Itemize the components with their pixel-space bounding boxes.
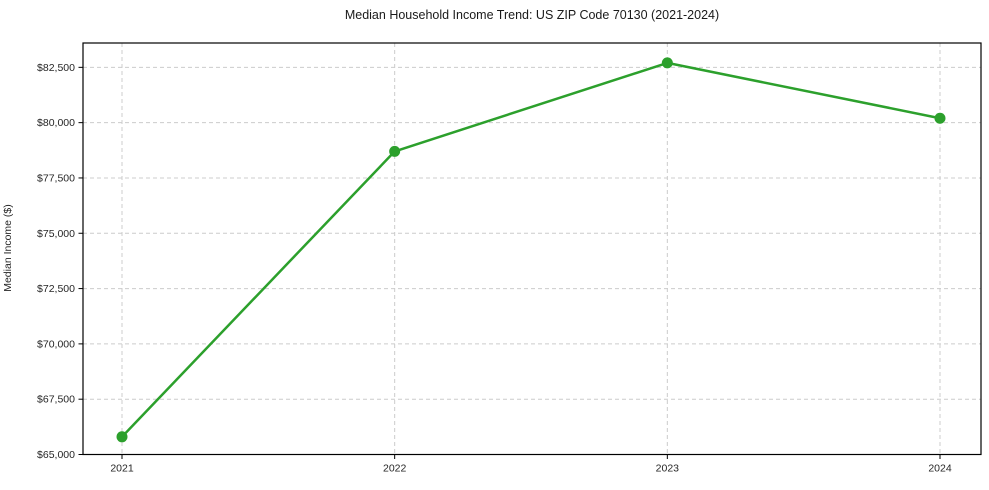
income-trend-line <box>120 61 942 439</box>
y-tick-label: $82,500 <box>37 62 75 74</box>
x-tick-label: 2024 <box>928 463 952 475</box>
x-tick-label: 2023 <box>656 463 680 475</box>
x-tick-label: 2021 <box>110 463 134 475</box>
x-tick-label: 2022 <box>383 463 407 475</box>
data-point-2023 <box>661 57 673 69</box>
y-tick-label: $77,500 <box>37 172 75 184</box>
data-point-2022 <box>389 145 401 157</box>
y-tick-label: $72,500 <box>37 283 75 295</box>
y-tick-label: $80,000 <box>37 117 75 129</box>
data-point-2021 <box>116 431 128 443</box>
y-tick-label: $75,000 <box>37 228 75 240</box>
chart-title: Median Household Income Trend: US ZIP Co… <box>344 8 720 22</box>
data-point-2024 <box>934 112 946 124</box>
y-tick-label: $70,000 <box>37 338 75 350</box>
plot-border <box>82 42 982 456</box>
y-tick-label: $67,500 <box>37 394 75 406</box>
y-tick-label: $65,000 <box>37 449 75 461</box>
